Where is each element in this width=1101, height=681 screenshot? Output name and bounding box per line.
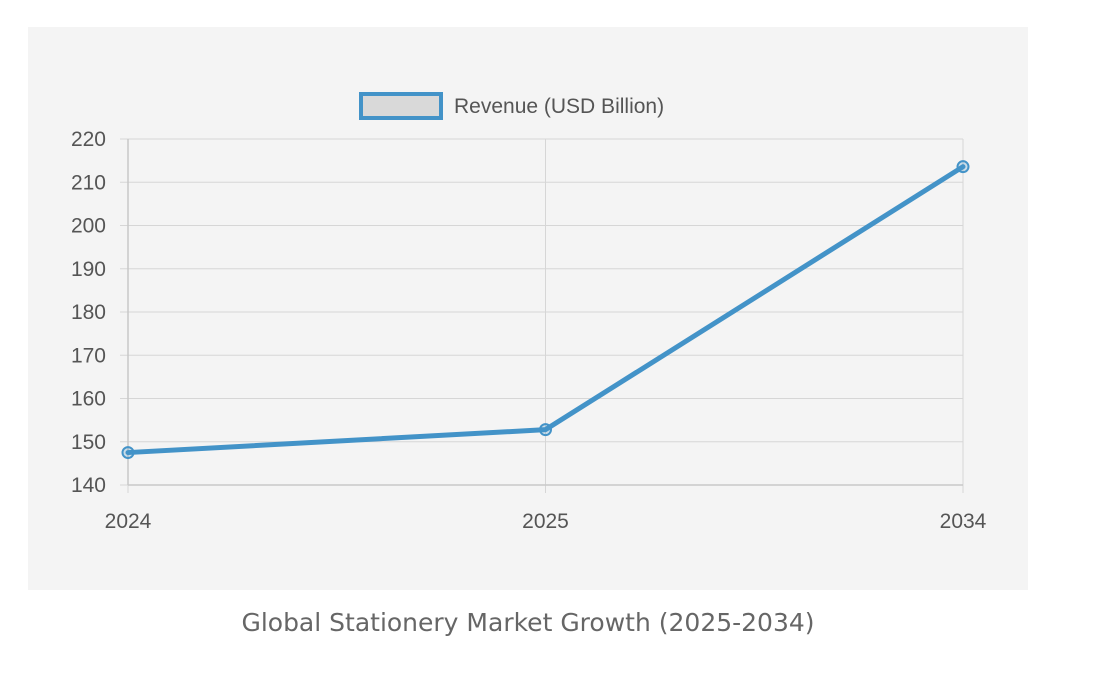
y-tick-label: 160 — [71, 388, 106, 411]
chart-panel: 140 150 160 170 180 190 200 210 220 2024 2025 2034 … — [28, 27, 1028, 590]
data-point[interactable] — [956, 160, 970, 174]
y-tick-label: 220 — [71, 128, 106, 151]
data-point[interactable] — [121, 446, 135, 460]
series-layer — [121, 160, 970, 460]
y-tick-label: 170 — [71, 344, 106, 367]
y-tick-label: 210 — [71, 171, 106, 194]
x-tick-label: 2024 — [105, 510, 152, 533]
y-tick-label: 150 — [71, 431, 106, 454]
y-tick-label: 190 — [71, 258, 106, 281]
series-line-revenue — [125, 164, 966, 456]
y-tick-label: 140 — [71, 474, 106, 497]
legend-swatch[interactable] — [359, 92, 443, 120]
y-tick-label: 200 — [71, 215, 106, 238]
chart-caption: Global Stationery Market Growth (2025-20… — [241, 608, 815, 637]
y-tick-label: 180 — [71, 301, 106, 324]
x-tick-label: 2034 — [940, 510, 987, 533]
data-point[interactable] — [539, 423, 552, 437]
x-tick-label: 2025 — [522, 510, 569, 533]
grid — [120, 138, 964, 493]
axes: 140 150 160 170 180 190 200 210 220 2024 2025 2034 — [71, 128, 987, 533]
legend[interactable]: Revenue (USD Billion) — [359, 92, 664, 120]
legend-label[interactable]: Revenue (USD Billion) — [454, 95, 664, 118]
